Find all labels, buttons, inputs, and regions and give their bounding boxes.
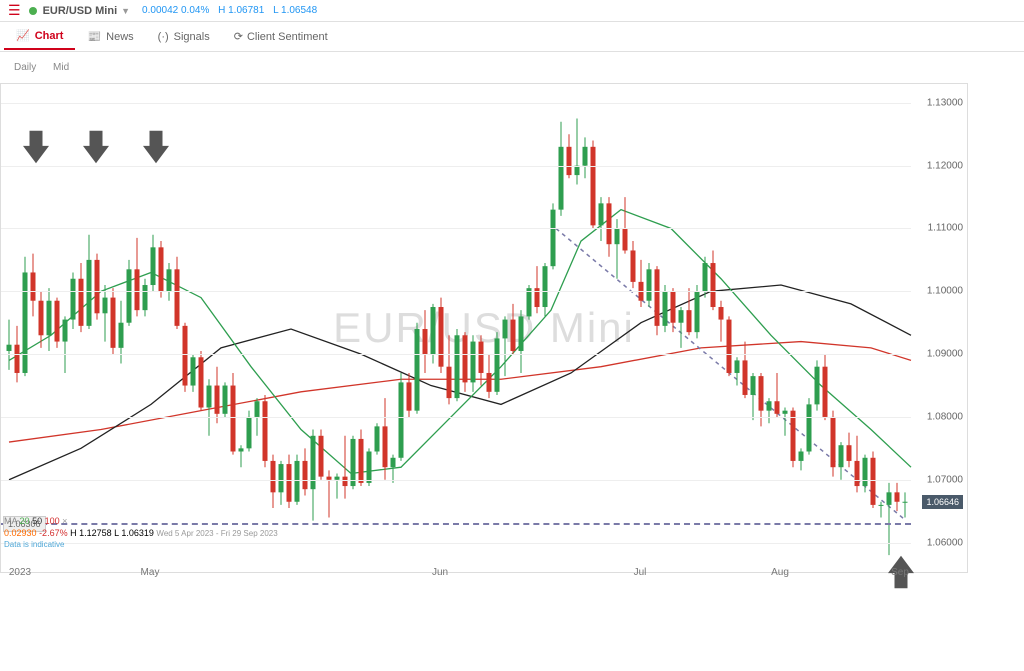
footer-low: L 1.06319 (114, 528, 154, 538)
footer-open: 0.02930 (4, 528, 37, 538)
tab-chart-label: Chart (35, 30, 64, 42)
chart-icon: 📈 (16, 29, 30, 42)
footer-high: H 1.12758 (70, 528, 112, 538)
tab-signals[interactable]: (·) Signals (146, 25, 222, 49)
grid-line (1, 417, 911, 418)
x-tick-label: Jun (432, 567, 448, 578)
signals-icon: (·) (158, 31, 169, 43)
footer-date-range: Wed 5 Apr 2023 - Fri 29 Sep 2023 (156, 529, 277, 538)
annotation-arrow-down-icon (143, 130, 169, 164)
y-tick-label: 1.11000 (928, 223, 963, 234)
timeframe-mid[interactable]: Mid (53, 62, 69, 73)
tab-signals-label: Signals (174, 31, 210, 43)
price-low: L 1.06548 (273, 5, 317, 16)
candlestick-svg (1, 84, 913, 574)
tab-sentiment[interactable]: ⟳ Client Sentiment (222, 24, 340, 49)
x-tick-label: May (141, 567, 160, 578)
tab-news[interactable]: 📰 News (75, 24, 145, 49)
chart-wrap: EUR/USD Mini 1.060001.070001.080001.0900… (0, 83, 1024, 573)
refresh-icon: ⟳ (234, 30, 243, 43)
grid-line (1, 166, 911, 167)
y-tick-label: 1.13000 (927, 97, 963, 108)
x-tick-label: Aug (771, 567, 789, 578)
grid-line (1, 291, 911, 292)
menu-icon[interactable]: ☰ (8, 2, 21, 19)
status-dot-icon (29, 7, 37, 15)
grid-line (1, 103, 911, 104)
price-change-pct: 0.04% (181, 5, 209, 16)
header-bar: ☰ EUR/USD Mini ▼ 0.00042 0.04% H 1.06781… (0, 0, 1024, 22)
x-tick-label: 2023 (9, 567, 31, 578)
chart-area[interactable]: EUR/USD Mini 1.060001.070001.080001.0900… (0, 83, 968, 573)
y-tick-label: 1.12000 (927, 160, 963, 171)
y-tick-label: 1.06000 (927, 537, 963, 548)
current-price-tag: 1.06646 (922, 495, 963, 509)
price-info: 0.00042 0.04% H 1.06781 L 1.06548 (142, 5, 317, 16)
grid-line (1, 228, 911, 229)
close-icon[interactable]: × (62, 516, 67, 526)
price-change: 0.00042 (142, 5, 178, 16)
grid-line (1, 354, 911, 355)
chart-footer-info: MA 20 50 100 × 0.02930 -2.67% H 1.12758 … (4, 516, 278, 549)
tab-news-label: News (106, 31, 134, 43)
y-tick-label: 1.10000 (927, 286, 963, 297)
ma50-label: 50 (32, 516, 42, 526)
y-tick-label: 1.09000 (927, 349, 963, 360)
x-tick-label: Jul (634, 567, 647, 578)
annotation-arrow-down-icon (23, 130, 49, 164)
grid-line (1, 480, 911, 481)
ma-label: MA (4, 516, 17, 526)
tab-bar: 📈 Chart 📰 News (·) Signals ⟳ Client Sent… (0, 22, 1024, 52)
price-high: H 1.06781 (218, 5, 264, 16)
y-axis: 1.06000 1.07000 1.08000 1.09000 1.10000 1.110… (911, 84, 967, 572)
ma100-label: 100 (45, 516, 60, 526)
timeframe-row: Daily Mid (0, 52, 1024, 83)
y-tick-label: 1.07000 (927, 474, 963, 485)
tab-chart[interactable]: 📈 Chart (4, 23, 75, 50)
x-tick-label: Sep (891, 567, 909, 578)
tab-sentiment-label: Client Sentiment (247, 31, 328, 43)
timeframe-daily[interactable]: Daily (14, 62, 36, 73)
news-icon: 📰 (87, 30, 101, 43)
footer-pct: -2.67% (39, 528, 68, 538)
ma20-label: 20 (20, 516, 30, 526)
annotation-arrow-down-icon (83, 130, 109, 164)
symbol-name[interactable]: EUR/USD Mini (43, 5, 118, 17)
dropdown-caret-icon[interactable]: ▼ (121, 6, 130, 16)
data-disclaimer: Data is indicative (4, 540, 278, 549)
y-tick-label: 1.08000 (927, 411, 963, 422)
